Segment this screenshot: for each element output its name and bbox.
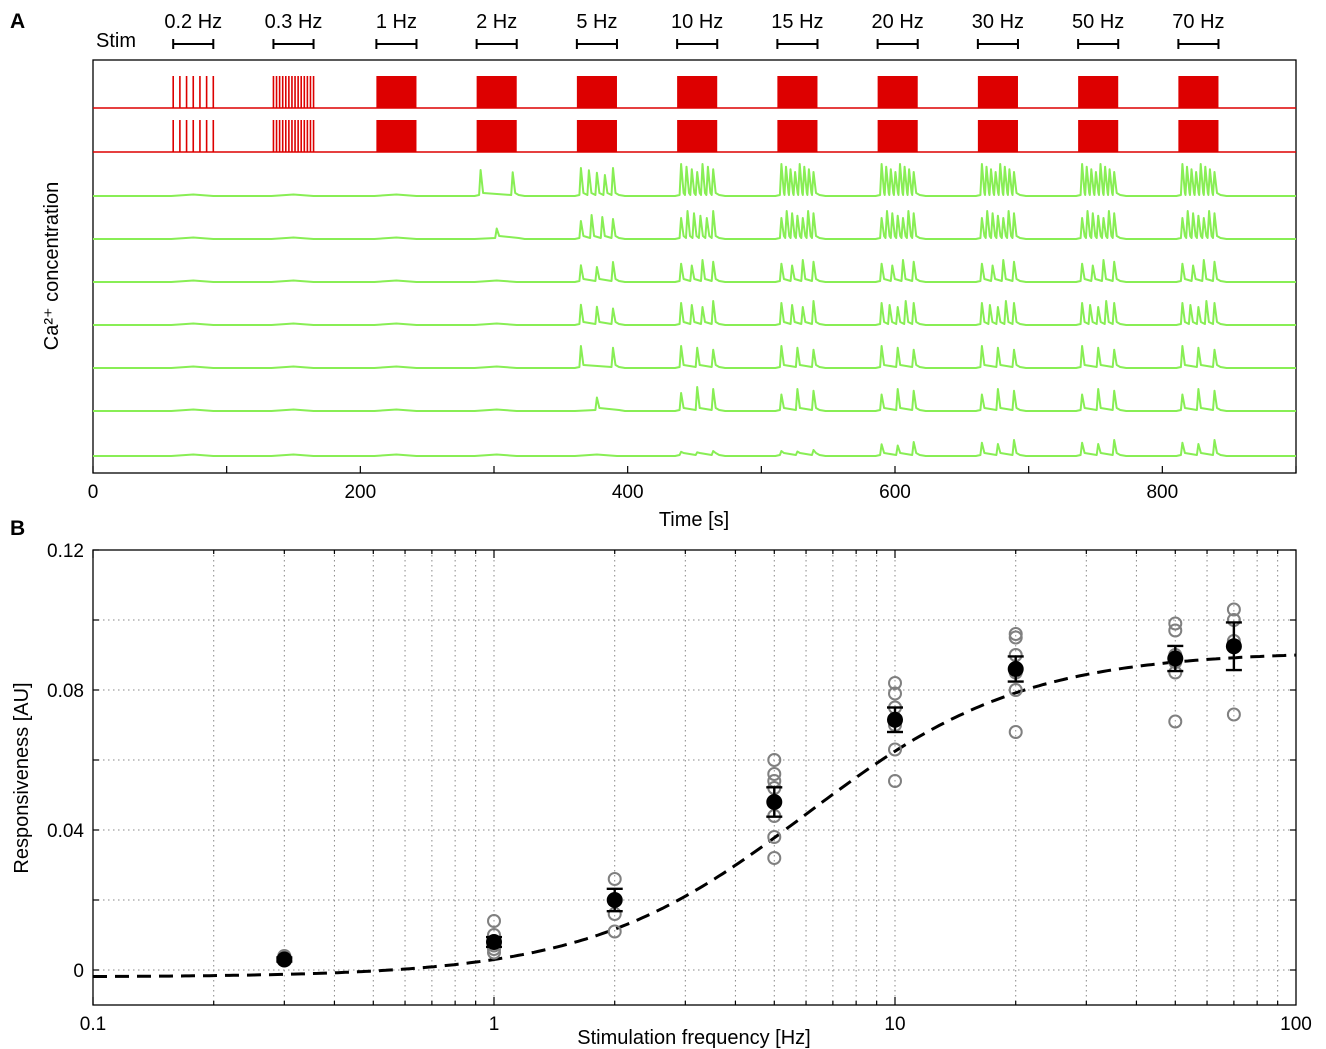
mean-point — [887, 711, 903, 728]
calcium-trace — [93, 345, 1296, 369]
stim-block — [777, 120, 818, 152]
stim-block — [1178, 120, 1219, 152]
data-point — [1168, 714, 1183, 729]
calcium-trace — [93, 439, 1296, 457]
panel-b-xlabel: Stimulation frequency [Hz] — [577, 1027, 810, 1049]
y-tick-label: 0.04 — [47, 821, 84, 842]
y-tick-label: 0.08 — [47, 681, 84, 702]
calcium-traces — [93, 163, 1296, 457]
x-tick-label: 10 — [884, 1014, 905, 1035]
calcium-trace — [93, 259, 1296, 283]
individual-points — [277, 602, 1241, 967]
stim-block — [977, 76, 1018, 108]
stim-freq-label: 0.2 Hz — [164, 11, 222, 33]
panel-b-label: B — [10, 517, 25, 540]
panel-a-xlabel: Time [s] — [659, 509, 729, 531]
panel-b-frame — [92, 549, 1297, 1006]
y-tick-label: 0.12 — [47, 541, 84, 562]
stim-block — [376, 76, 417, 108]
stim-block — [977, 120, 1018, 152]
panel-a-frame — [92, 59, 1297, 474]
mean-point — [1225, 638, 1242, 655]
x-tick-label: 100 — [1280, 1014, 1312, 1035]
calcium-trace — [93, 163, 1296, 197]
stim-frequency-header: 0.2 Hz 0.3 Hz 1 Hz 2 Hz 5 Hz 10 Hz 15 Hz 20 Hz 3… — [164, 11, 1225, 49]
data-point — [1168, 623, 1183, 638]
panel-b-grid — [93, 550, 1296, 1005]
mean-point — [486, 934, 502, 950]
stim-block — [1078, 76, 1119, 108]
stim-block — [1078, 120, 1119, 152]
mean-point — [766, 794, 783, 810]
stim-traces — [93, 76, 1296, 153]
stim-block — [1178, 76, 1219, 108]
stim-freq-label: 10 Hz — [671, 11, 723, 33]
x-tick-label: 0.1 — [80, 1014, 106, 1035]
data-point — [767, 830, 782, 844]
stim-freq-label: 2 Hz — [476, 11, 517, 33]
stim-freq-label: 15 Hz — [771, 11, 823, 33]
x-tick-label: 400 — [612, 482, 644, 503]
stim-freq-label: 50 Hz — [1072, 11, 1124, 33]
stim-label: Stim — [96, 30, 136, 52]
panel-a-label: A — [10, 10, 25, 33]
stim-freq-label: 1 Hz — [376, 11, 417, 33]
stim-block — [476, 76, 517, 108]
stim-block — [677, 120, 718, 152]
data-point — [888, 686, 902, 701]
panel-b: B 0.1 1 10 100 0 0.04 0.08 0.12 Stimulation fre… — [10, 517, 1312, 1049]
stim-freq-label: 20 Hz — [872, 11, 924, 33]
data-point — [767, 851, 782, 865]
x-tick-label: 0 — [88, 482, 99, 503]
calcium-trace — [93, 300, 1296, 326]
stim-freq-label: 70 Hz — [1172, 11, 1224, 33]
panel-a: A Stim 0.2 Hz 0.3 Hz 1 Hz 2 Hz 5 Hz 10 Hz 15 H… — [10, 10, 1297, 531]
stim-freq-label: 0.3 Hz — [265, 11, 323, 33]
stim-block — [576, 120, 617, 152]
data-point — [487, 914, 501, 928]
data-point — [1226, 602, 1241, 617]
calcium-trace — [93, 386, 1296, 412]
panel-a-x-axis: 0 200 400 600 800 — [88, 466, 1297, 503]
panel-b-axes: 0.1 1 10 100 0 0.04 0.08 0.12 — [47, 541, 1312, 1035]
mean-point — [1007, 661, 1024, 677]
data-point — [1008, 725, 1023, 739]
stim-block — [877, 76, 918, 108]
data-point — [767, 753, 782, 767]
mean-points — [276, 621, 1242, 968]
stim-freq-label: 30 Hz — [972, 11, 1024, 33]
data-point — [1008, 630, 1023, 645]
data-point — [607, 872, 622, 886]
data-point — [1008, 683, 1023, 697]
panel-a-ylabel: Ca²⁺ concentration — [41, 182, 63, 350]
data-point — [888, 676, 902, 690]
stim-block — [376, 120, 417, 152]
stim-block — [877, 120, 918, 152]
fit-curve — [93, 653, 1297, 978]
panel-b-ylabel: Responsiveness [AU] — [11, 682, 33, 873]
y-tick-label: 0 — [73, 961, 84, 982]
x-tick-label: 1 — [489, 1014, 500, 1035]
data-point — [1168, 616, 1183, 631]
stim-block — [476, 120, 517, 152]
data-point — [607, 924, 622, 939]
x-tick-label: 600 — [879, 482, 911, 503]
fit-line — [93, 653, 1297, 978]
data-point — [1226, 707, 1241, 722]
data-point — [767, 767, 782, 781]
stim-freq-label: 5 Hz — [576, 11, 617, 33]
mean-point — [1167, 650, 1184, 667]
stim-block — [576, 76, 617, 108]
x-tick-label: 800 — [1146, 482, 1178, 503]
data-point — [888, 742, 902, 757]
stim-block — [677, 76, 718, 108]
x-tick-label: 200 — [344, 482, 376, 503]
mean-point — [276, 951, 293, 968]
calcium-trace — [93, 210, 1296, 240]
mean-point — [606, 892, 623, 908]
stim-block — [777, 76, 818, 108]
data-point — [888, 774, 902, 788]
